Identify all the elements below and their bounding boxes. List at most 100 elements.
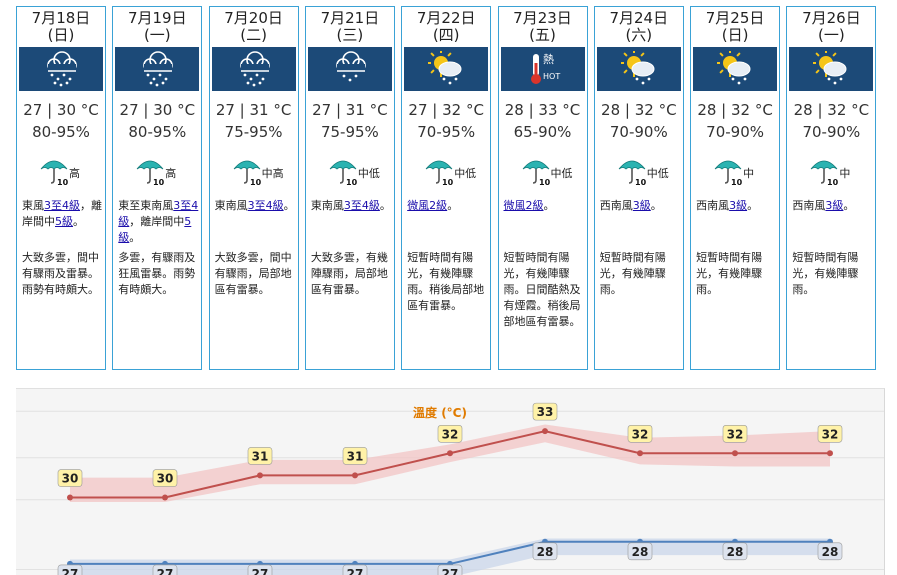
wind-text: 東南風 — [214, 199, 248, 212]
rain-probability-icon: 10 — [328, 156, 358, 190]
forecast-weekday: (六) — [625, 26, 653, 44]
max-temp-point — [162, 494, 168, 501]
forecast-cards: 7月18日 (日) 27 | 30 °C 80-95% 10 高東風3至4級，離岸間中5級… — [16, 6, 884, 372]
temperature-range: 27 | 30 °C — [119, 101, 196, 119]
wind-force-link[interactable]: 3至4級 — [118, 199, 199, 228]
umbrella-icon: 10 — [811, 160, 839, 187]
forecast-weekday: (日) — [47, 26, 75, 44]
wind-text: 。 — [129, 231, 141, 244]
temperature-range: 28 | 32 °C — [793, 101, 870, 119]
wind-force-link[interactable]: 5級 — [118, 215, 192, 244]
min-temp-label: 28 — [632, 545, 649, 559]
umbrella-icon: 10 — [40, 160, 69, 187]
humidity-range: 65-90% — [513, 123, 572, 141]
forecast-date: 7月25日 — [705, 9, 765, 27]
wind-force-link[interactable]: 3至4級 — [247, 199, 284, 212]
max-temp-point — [352, 472, 358, 479]
cloud-rain-icon — [239, 51, 270, 87]
humidity-range: 80-95% — [128, 123, 187, 141]
forecast-card: 7月21日 (三) 27 | 31 °C 75-95% 10 中低 東南風3至4級。 大致多雲… — [304, 6, 395, 370]
min-temp-label-box — [57, 564, 83, 575]
wind-forecast: 東南風3至4級。 — [215, 198, 297, 214]
forecast-date: 7月21日 — [320, 9, 380, 27]
temperature-range: 27 | 31 °C — [312, 101, 388, 119]
wind-force-link[interactable]: 3至4級 — [343, 199, 380, 212]
forecast-description: 大致多雲，間中有驟雨，局部地區有雷暴。 — [214, 251, 292, 296]
wind-force-link[interactable]: 5級 — [55, 215, 73, 228]
rain-probability-icon: 10 — [713, 156, 743, 190]
min-temp-label-box — [627, 542, 653, 561]
wind-text: 。 — [650, 199, 662, 212]
weather-icon-band — [596, 47, 681, 91]
wind-force-link[interactable]: 3級 — [632, 199, 651, 212]
sun-cloud-rain-icon — [620, 51, 655, 85]
forecast-card: 7月22日 (四) 27 | 32 °C 70-95% 10 中低 微風2級。 短暫時間有陽光… — [401, 6, 492, 370]
hot-thermometer-icon: 熱 HOT — [530, 53, 560, 84]
min-temp-label: 27 — [252, 567, 269, 575]
humidity-range: 70-90% — [706, 123, 765, 141]
max-temp-label-box — [817, 424, 843, 443]
max-temp-label: 32 — [727, 427, 744, 441]
max-temp-point — [257, 472, 263, 479]
umbrella-icon: 10 — [618, 160, 647, 187]
wind-forecast: 西南風3級。 — [792, 198, 874, 214]
sun-cloud-rain-icon — [428, 51, 462, 85]
wind-text: 。 — [747, 199, 759, 212]
wind-text: 東南風 — [310, 199, 344, 212]
temperature-range: 28 | 32 °C — [697, 101, 773, 119]
forecast-date: 7月19日 — [127, 9, 187, 27]
humidity-range: 70-90% — [802, 123, 861, 141]
forecast-card: 7月19日 (一) 27 | 30 °C 80-95% 10 高東至東南風3至4級，離岸間… — [112, 6, 203, 370]
forecast-card: 7月18日 (日) 27 | 30 °C 80-95% 10 高東風3至4級，離岸間中5級… — [16, 6, 106, 370]
wind-force-link[interactable]: 3級 — [825, 199, 844, 212]
min-temp-label-box — [152, 564, 178, 575]
rain-probability-label: 中低 — [646, 167, 669, 180]
wind-forecast: 西南風3級。 — [696, 198, 778, 214]
max-temp-label-box — [152, 469, 178, 487]
sun-cloud-rain-icon — [717, 51, 751, 85]
forecast-date: 7月26日 — [802, 9, 861, 27]
weather-icon-band — [211, 47, 296, 91]
forecast-card: 7月20日 (二) 27 | 31 °C 75-95% 10 中高 東南風3至4級。 大致多雲… — [208, 6, 299, 370]
forecast-card: 7月23日 (五) 熱 HOT 28 | 33 °C 65-90% 10 中低 微風2級。 短暫時… — [497, 6, 588, 370]
max-temp-band — [70, 424, 830, 502]
wind-force-link[interactable]: 3級 — [729, 199, 748, 212]
umbrella-number: 10 — [731, 178, 743, 186]
rain-probability-icon: 10 — [39, 156, 69, 190]
rain-probability-icon: 10 — [135, 156, 165, 190]
max-temp-point — [447, 450, 453, 457]
min-temp-label-box — [817, 542, 843, 561]
forecast-description: 大致多雲，間中有驟雨及雷暴。雨勢有時頗大。 — [22, 251, 99, 296]
wind-text: 。 — [447, 199, 459, 212]
humidity-range: 75-95% — [224, 123, 283, 141]
forecast-description: 短暫時間有陽光，有幾陣驟雨。 — [792, 251, 859, 296]
min-temp-label: 27 — [442, 567, 459, 575]
umbrella-icon: 10 — [233, 160, 261, 187]
humidity-range: 80-95% — [32, 123, 90, 141]
weather-icon-band — [693, 47, 778, 91]
max-temp-label-box — [247, 447, 273, 465]
rain-probability-icon: 10 — [521, 156, 551, 190]
max-temp-label-box — [342, 447, 368, 465]
rain-probability-label: 中 — [743, 167, 755, 180]
forecast-date: 7月24日 — [609, 9, 669, 27]
wind-text: 西南風 — [696, 199, 730, 212]
wind-force-link[interactable]: 3至4級 — [44, 199, 80, 212]
rain-probability-label: 中低 — [357, 167, 380, 180]
wind-text: 。 — [379, 199, 391, 212]
umbrella-number: 10 — [539, 178, 551, 186]
wind-force-link[interactable]: 微風2級 — [503, 199, 544, 212]
umbrella-number: 10 — [635, 178, 647, 186]
wind-forecast: 微風2級。 — [407, 198, 489, 214]
wind-text: 西南風 — [599, 199, 633, 212]
min-temp-label-box — [247, 564, 273, 575]
rain-probability-label: 高 — [69, 167, 80, 180]
rain-probability-label: 中低 — [550, 167, 573, 180]
wind-force-link[interactable]: 微風2級 — [407, 199, 448, 212]
forecast-card: 7月24日 (六) 28 | 32 °C 70-90% 10 中低 西南風3級。 短暫時間有陽… — [593, 6, 684, 370]
wind-forecast: 東風3至4級，離岸間中5級。 — [22, 198, 104, 230]
temperature-chart: 溫度 (°C) 30 30 31 31 32 33 32 32 32 27 27 27 27 27 28 28 2… — [16, 388, 885, 575]
min-temp-label-box — [532, 542, 558, 561]
rain-probability-icon: 10 — [809, 156, 839, 190]
cloud-heavy-rain-icon — [143, 51, 174, 87]
